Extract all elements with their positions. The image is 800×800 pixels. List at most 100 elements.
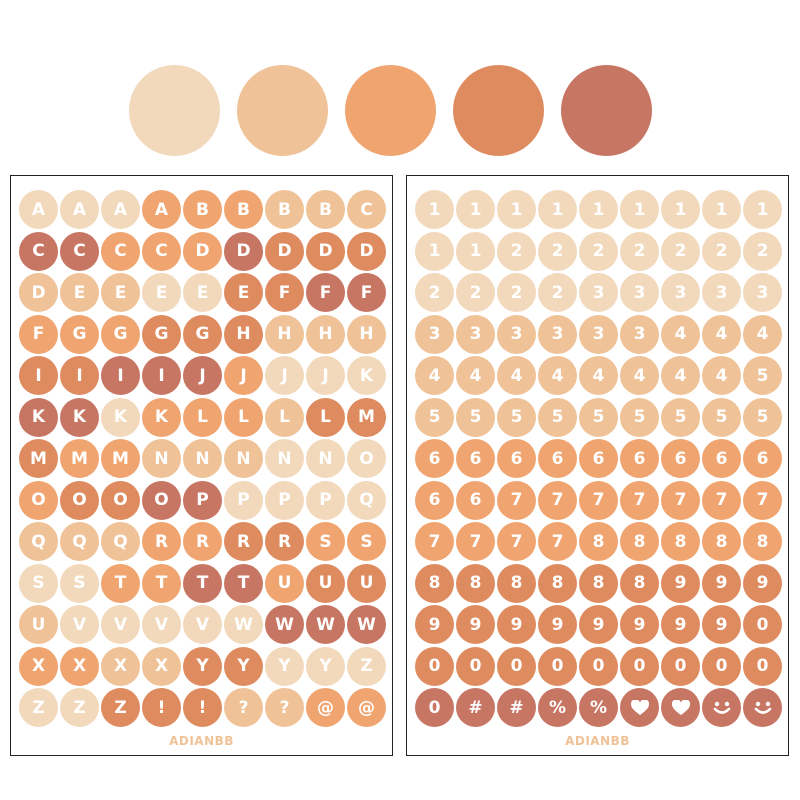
sticker: 3 xyxy=(579,273,618,312)
sticker-label: 5 xyxy=(510,407,523,427)
sticker: G xyxy=(142,314,181,354)
sticker: 4 xyxy=(538,356,577,395)
sticker: 1 xyxy=(702,190,741,229)
sticker-label: X xyxy=(154,656,169,676)
sticker: @ xyxy=(347,688,386,727)
sticker-label: C xyxy=(73,241,86,261)
sticker: 7 xyxy=(579,480,618,520)
sticker-label: 7 xyxy=(469,531,482,552)
sticker: C xyxy=(101,231,140,271)
sticker-label: 0 xyxy=(428,656,441,676)
sticker: ? xyxy=(265,688,304,727)
sticker-label: H xyxy=(318,324,333,344)
sticker-label: @ xyxy=(317,697,334,718)
sticker-label: D xyxy=(195,241,210,261)
sticker-label: 6 xyxy=(633,448,646,469)
sticker: S xyxy=(306,522,345,561)
sticker-label: ! xyxy=(157,697,166,718)
sticker: 7 xyxy=(743,480,782,520)
sticker: 2 xyxy=(743,231,782,271)
sticker-label: 0 xyxy=(428,697,441,718)
sticker: R xyxy=(224,522,263,561)
sticker: 6 xyxy=(743,439,782,478)
sticker: 1 xyxy=(415,231,454,271)
sticker-label: 9 xyxy=(715,614,728,635)
sticker-label: S xyxy=(73,573,86,593)
sticker-label: 8 xyxy=(633,531,646,552)
sticker-label: J xyxy=(322,365,329,386)
sticker-label: U xyxy=(359,573,374,593)
sticker-label: R xyxy=(154,531,169,552)
sticker-label: 9 xyxy=(592,614,605,635)
sticker: 8 xyxy=(579,563,618,603)
sticker-label: 9 xyxy=(715,573,728,593)
sticker: B xyxy=(224,190,263,229)
sticker: 3 xyxy=(415,314,454,354)
sticker: K xyxy=(60,397,99,437)
sticker: H xyxy=(347,314,386,354)
sticker: P xyxy=(265,480,304,520)
sticker: Z xyxy=(101,688,140,727)
sticker-label: 6 xyxy=(756,448,769,469)
sticker-label: R xyxy=(277,531,292,552)
sticker-label: 9 xyxy=(674,573,687,593)
sticker-label: 9 xyxy=(551,614,564,635)
sticker: 1 xyxy=(497,190,536,229)
sticker: J xyxy=(224,356,263,395)
sticker-label: 4 xyxy=(469,365,482,386)
sticker-label: 3 xyxy=(633,324,646,344)
sticker-label: O xyxy=(154,490,169,510)
sticker-label: E xyxy=(237,282,250,303)
sticker: 2 xyxy=(497,231,536,271)
sticker: 3 xyxy=(620,273,659,312)
sticker: 2 xyxy=(415,273,454,312)
sticker: 2 xyxy=(579,231,618,271)
sticker-label: F xyxy=(278,282,291,303)
sticker: 1 xyxy=(743,190,782,229)
sticker: 5 xyxy=(538,397,577,437)
sticker: 5 xyxy=(743,397,782,437)
sticker: F xyxy=(306,273,345,312)
sticker-label: 1 xyxy=(756,199,769,220)
sticker-label: 3 xyxy=(428,324,441,344)
sticker-label: 8 xyxy=(756,531,769,552)
sticker-label: 6 xyxy=(551,448,564,469)
sticker-label: 2 xyxy=(510,282,523,303)
sticker: 0 xyxy=(579,646,618,686)
sticker: 3 xyxy=(579,314,618,354)
sticker: 5 xyxy=(620,397,659,437)
sticker-label: 4 xyxy=(674,365,687,386)
sticker: 0 xyxy=(702,646,741,686)
sticker-label: ? xyxy=(279,697,290,718)
sticker-label: B xyxy=(278,199,291,220)
sticker: P xyxy=(224,480,263,520)
sticker-label: K xyxy=(72,407,87,427)
sticker-label: K xyxy=(31,407,46,427)
sticker: L xyxy=(306,397,345,437)
sticker: D xyxy=(19,273,58,312)
sticker-label: 5 xyxy=(756,365,769,386)
sticker-label: 3 xyxy=(510,324,523,344)
sticker-label: 3 xyxy=(592,282,605,303)
sticker: 2 xyxy=(456,273,495,312)
sticker-label: E xyxy=(155,282,168,303)
sticker-label: 0 xyxy=(674,656,687,676)
sticker-label: L xyxy=(197,407,208,427)
sticker: 4 xyxy=(579,356,618,395)
sticker-label: N xyxy=(154,448,169,469)
sticker: J xyxy=(306,356,345,395)
sticker: 3 xyxy=(497,314,536,354)
sticker: 4 xyxy=(620,356,659,395)
sticker-label: A xyxy=(31,199,46,220)
sticker-label: C xyxy=(114,241,127,261)
sticker-label: M xyxy=(112,448,129,469)
sticker-label: G xyxy=(195,324,210,344)
sticker-label: 2 xyxy=(510,241,523,261)
sticker: S xyxy=(60,563,99,603)
sticker: 0 xyxy=(620,646,659,686)
sticker: E xyxy=(224,273,263,312)
sticker: 8 xyxy=(415,563,454,603)
sticker-label: 5 xyxy=(756,407,769,427)
sticker-label: 5 xyxy=(469,407,482,427)
sticker: 0 xyxy=(456,646,495,686)
